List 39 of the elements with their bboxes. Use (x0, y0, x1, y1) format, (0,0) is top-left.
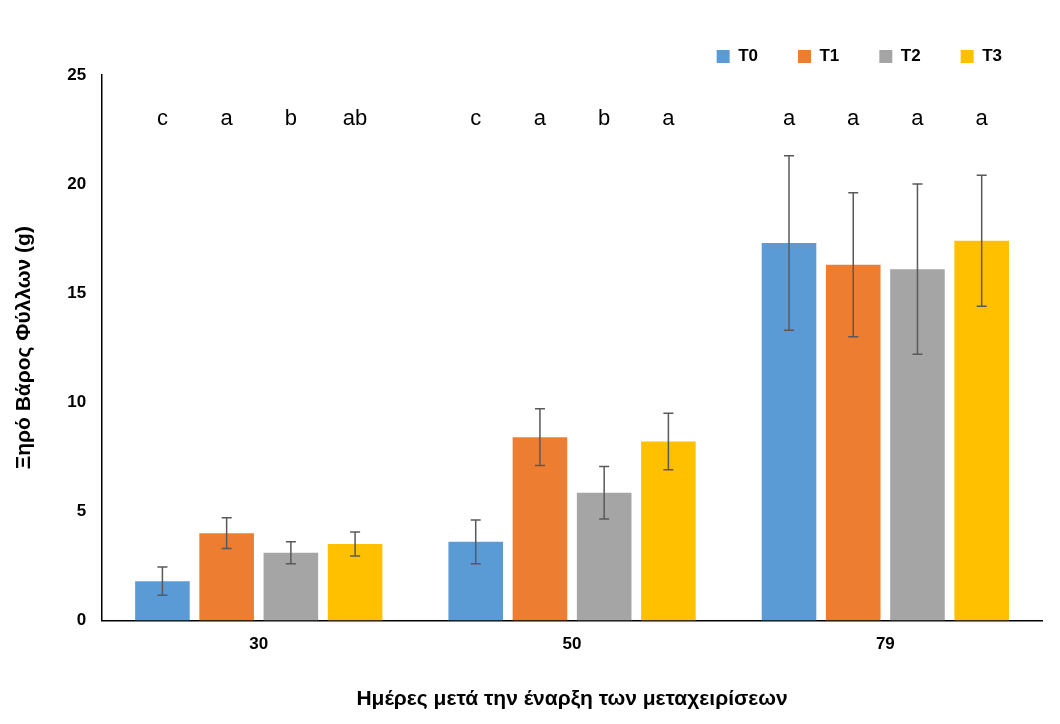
y-tick-label: 20 (67, 173, 87, 193)
bar (825, 264, 881, 621)
bar (199, 533, 254, 621)
annotation: a (220, 105, 234, 131)
y-tick-label: 0 (76, 610, 87, 630)
annotation: a (911, 105, 925, 131)
bar (263, 552, 319, 621)
x-axis-title: Ημέρες μετά την έναρξη των μεταχειρίσεων (356, 686, 788, 711)
bar (327, 544, 383, 621)
bar (641, 441, 696, 621)
bar (761, 242, 817, 621)
annotation: b (284, 105, 297, 131)
bar (512, 437, 568, 621)
legend-label: T3 (982, 46, 1002, 66)
y-tick-label: 10 (67, 391, 87, 411)
y-tick-label: 15 (67, 282, 87, 302)
x-tick-label: 30 (249, 634, 269, 654)
annotation: ab (342, 105, 368, 131)
legend-label: T0 (738, 46, 758, 66)
annotation: c (156, 105, 168, 131)
y-tick-label: 25 (67, 64, 87, 84)
bar (135, 581, 190, 621)
annotation: a (847, 105, 861, 131)
legend-label: T1 (819, 46, 840, 66)
annotation: a (975, 105, 989, 131)
y-tick-label: 5 (76, 501, 87, 521)
annotation: a (782, 105, 796, 131)
bar (954, 240, 1009, 621)
annotation: b (598, 105, 611, 131)
bar (576, 492, 632, 621)
x-tick-label: 79 (875, 634, 895, 654)
y-axis-title: Ξηρό Βάρος Φύλλων (g) (11, 226, 36, 470)
annotation: c (470, 105, 482, 131)
bar (890, 269, 945, 621)
x-tick-label: 50 (562, 634, 582, 654)
bar (448, 541, 504, 621)
annotation: a (533, 105, 547, 131)
annotation: a (662, 105, 676, 131)
legend-label: T2 (900, 46, 921, 66)
